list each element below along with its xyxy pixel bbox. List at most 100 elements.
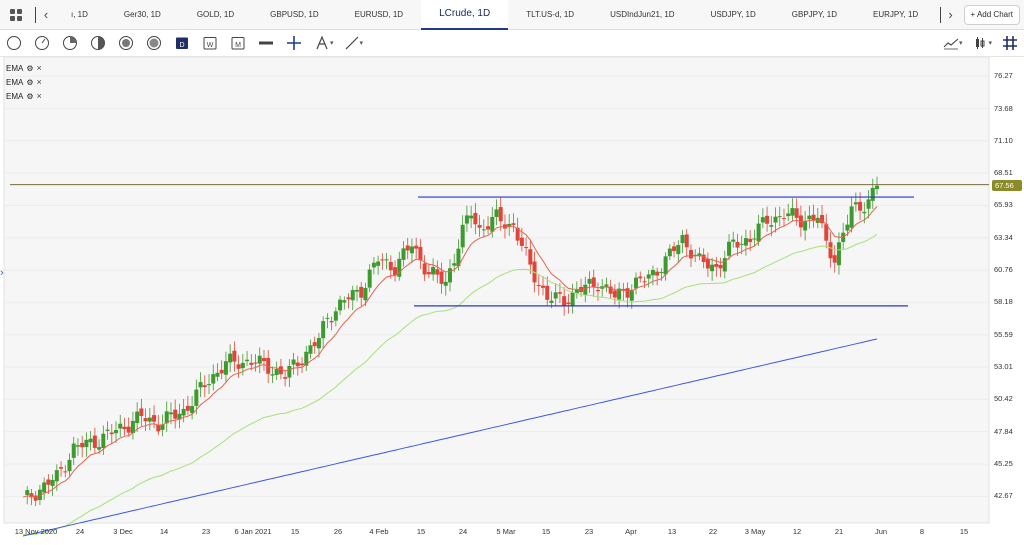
candle-body [223, 361, 228, 375]
date-tick-label: Apr [625, 527, 637, 536]
settings-icon[interactable]: ⚙ [26, 77, 34, 87]
tab-0[interactable]: ı, 1D [71, 10, 88, 19]
candle-body [435, 269, 440, 275]
candle-body [397, 258, 402, 277]
candle-body [617, 288, 622, 300]
calendar-w-icon[interactable]: W [196, 30, 224, 57]
tab-8[interactable]: USDJPY, 1D [710, 10, 756, 19]
candle-body [114, 430, 119, 434]
candle-body [587, 278, 592, 284]
trendline-caret-icon[interactable]: ▾ [359, 40, 364, 47]
indicator-ema-1[interactable]: EMA ⚙ × [6, 61, 42, 75]
text-tool-caret-icon[interactable]: ▾ [330, 40, 334, 47]
price-tick-label: 60.76 [994, 265, 1013, 275]
close-icon[interactable]: × [36, 63, 42, 73]
target-icon[interactable] [112, 30, 140, 57]
candle-body [122, 426, 127, 430]
tab-5[interactable]: LCrude, 1D [421, 0, 509, 30]
candle-body [655, 271, 660, 276]
add-chart-button[interactable]: + Add Chart [963, 4, 1020, 25]
chevron-right-icon[interactable]: › [948, 7, 953, 22]
candle-body [777, 216, 782, 218]
candle-body [477, 224, 482, 228]
plot-background [3, 57, 990, 524]
candle-body [316, 338, 321, 349]
candle-body [557, 292, 562, 294]
tab-10[interactable]: EURJPY, 1D [873, 10, 919, 19]
candle-body [604, 284, 609, 287]
candle-body [202, 385, 207, 388]
grid-hash-icon[interactable] [996, 30, 1024, 57]
candle-body [185, 405, 190, 411]
indicators-caret-icon[interactable]: ▾ [958, 40, 963, 47]
candle-type-icon[interactable] [966, 30, 994, 57]
tab-4[interactable]: EURUSD, 1D [354, 10, 404, 19]
candle-body [439, 271, 444, 284]
candle-body [431, 266, 436, 275]
circle-tool-icon[interactable] [0, 30, 28, 57]
half-circle-icon[interactable] [84, 30, 112, 57]
candle-body [870, 187, 875, 201]
calendar-m-icon[interactable]: M [224, 30, 252, 57]
tab-6[interactable]: TLT.US-d, 1D [526, 10, 575, 19]
candle-body [638, 276, 643, 279]
indicator-list: EMA ⚙ × EMA ⚙ × EMA ⚙ × [6, 61, 42, 103]
candle-body [486, 226, 491, 230]
text-tool-icon[interactable] [308, 30, 336, 57]
close-icon[interactable]: × [36, 77, 42, 87]
chevron-left-icon[interactable]: ‹ [43, 7, 49, 22]
candle-body [502, 224, 507, 229]
ema-mid-line [22, 233, 878, 536]
date-tick-label: 23 [201, 527, 211, 536]
speedometer-icon[interactable] [28, 30, 56, 57]
candle-body [629, 289, 634, 301]
candle-body [672, 246, 677, 251]
indicators-icon[interactable] [937, 30, 965, 57]
candle-body [126, 426, 131, 433]
expand-panel-chevron-icon[interactable]: › [0, 267, 4, 279]
candle-body [232, 350, 237, 362]
pie-tool-icon[interactable] [56, 30, 84, 57]
crosshair-icon[interactable] [280, 30, 308, 57]
candle-body [46, 479, 51, 485]
tab-2[interactable]: GOLD, 1D [196, 10, 235, 19]
candle-body [701, 254, 706, 262]
candle-body [249, 362, 254, 365]
layout-grid-icon[interactable] [0, 0, 32, 30]
date-tick-label: 26 [333, 527, 343, 536]
trendline-icon[interactable] [338, 30, 366, 57]
candle-body [536, 285, 541, 287]
indicator-ema-3[interactable]: EMA ⚙ × [6, 89, 42, 103]
candle-body [135, 411, 140, 424]
price-chart[interactable]: EMA ⚙ × EMA ⚙ × EMA ⚙ × › 76.27 73.68 71.1… [0, 57, 1024, 545]
close-icon[interactable]: × [36, 91, 42, 101]
candle-type-caret-icon[interactable]: ▾ [988, 40, 992, 47]
tab-list: ı, 1D Ger30, 1D GOLD, 1D GBPUSD, 1D EURUSD, … [53, 0, 937, 30]
settings-icon[interactable]: ⚙ [26, 91, 34, 101]
date-tick-label: 15 [959, 527, 969, 536]
candle-body [743, 238, 748, 246]
settings-icon[interactable]: ⚙ [26, 63, 34, 73]
tab-3[interactable]: GBPUSD, 1D [270, 10, 319, 19]
tab-9[interactable]: GBPJPY, 1D [791, 10, 837, 19]
candle-body [519, 237, 524, 246]
candle-body [684, 234, 689, 248]
calendar-d-icon[interactable]: D [168, 30, 196, 57]
candle-body [650, 269, 655, 276]
candle-body [646, 274, 651, 279]
disc-icon[interactable] [140, 30, 168, 57]
candle-body [595, 289, 600, 292]
tab-1[interactable]: Ger30, 1D [123, 10, 161, 19]
candle-body [549, 300, 554, 303]
range-icon[interactable] [252, 30, 280, 57]
candle-body [283, 377, 288, 379]
candle-body [346, 297, 351, 300]
date-tick-label: 24 [458, 527, 468, 536]
candle-body [697, 253, 702, 257]
candle-body [710, 264, 715, 272]
indicator-ema-2[interactable]: EMA ⚙ × [6, 75, 42, 89]
tab-7[interactable]: USDIndJun21, 1D [610, 10, 675, 19]
divider [939, 6, 941, 23]
indicator-label: EMA [6, 77, 24, 87]
chart-canvas[interactable] [0, 57, 1024, 545]
